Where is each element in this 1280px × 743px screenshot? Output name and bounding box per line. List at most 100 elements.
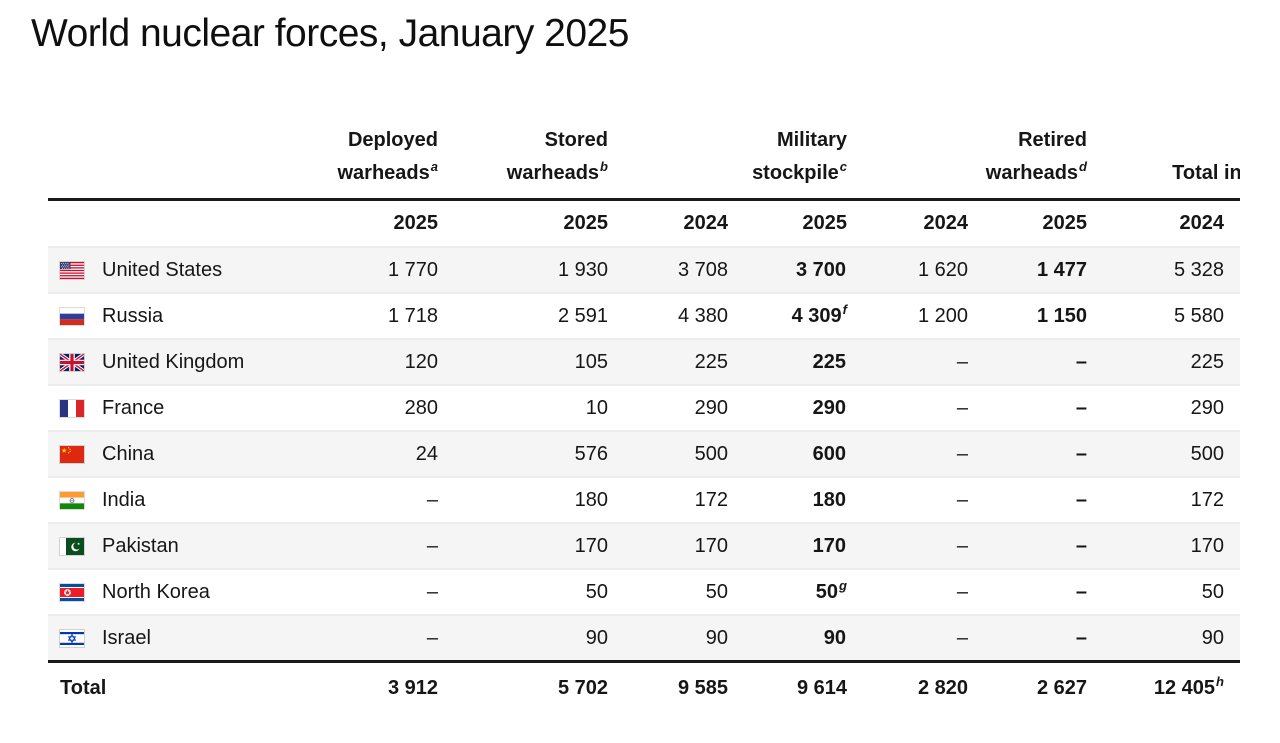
cell-retired-2025: – bbox=[968, 476, 1087, 523]
cell-retired-2025: – bbox=[968, 384, 1087, 431]
country-cell: France bbox=[48, 384, 280, 431]
footnote-marker: a bbox=[430, 159, 438, 175]
year-header: 2025 bbox=[393, 212, 439, 234]
cell-deployed-2025: – bbox=[280, 568, 438, 615]
cell-deployed-2025: 1 770 bbox=[280, 246, 438, 293]
cell-stockpile-2025: 600 bbox=[728, 430, 847, 477]
cell-stockpile-2025: 170 bbox=[728, 522, 847, 569]
total-inventory-2024: 12 405h bbox=[1087, 660, 1224, 713]
cell-stored-2025: 50 bbox=[438, 568, 608, 615]
country-cell: United Kingdom bbox=[48, 338, 280, 385]
cell-retired-2024: 1 620 bbox=[847, 246, 968, 293]
table-row-france: France 280 10 290 290 – – 290 bbox=[48, 384, 1240, 431]
year-header: 2025 bbox=[563, 212, 609, 234]
total-deployed-2025: 3 912 bbox=[280, 660, 438, 713]
united-states-flag-icon bbox=[60, 261, 84, 279]
cell-total-2024: 225 bbox=[1087, 338, 1224, 385]
country-cell: United States bbox=[48, 246, 280, 293]
pakistan-flag-icon bbox=[60, 537, 84, 555]
north-korea-flag-icon bbox=[60, 583, 84, 601]
nuclear-forces-table: Deployed warheadsa Stored warheadsb Milita… bbox=[48, 102, 1240, 713]
cell-retired-2024: – bbox=[847, 614, 968, 662]
india-flag-icon bbox=[60, 491, 84, 509]
cell-retired-2025: – bbox=[968, 522, 1087, 569]
cell-deployed-2025: – bbox=[280, 522, 438, 569]
cell-stockpile-2025: 50g bbox=[728, 568, 847, 615]
year-header-row: 2025 2025 2024 2025 2024 2025 2024 bbox=[48, 200, 1240, 248]
column-header-retired-warheads: Retired warheadsd bbox=[847, 102, 1087, 201]
cell-total-2024: 90 bbox=[1087, 614, 1224, 662]
cell-stockpile-2024: 225 bbox=[608, 338, 728, 385]
cell-stockpile-2024: 172 bbox=[608, 476, 728, 523]
page-title: World nuclear forces, January 2025 bbox=[31, 12, 629, 55]
cell-stockpile-2025: 4 309f bbox=[728, 292, 847, 339]
cell-retired-2025: – bbox=[968, 614, 1087, 662]
cell-retired-2024: – bbox=[847, 384, 968, 431]
total-stockpile-2025: 9 614 bbox=[728, 660, 847, 713]
year-header: 2025 bbox=[1042, 212, 1088, 234]
cell-total-2024: 5 328 bbox=[1087, 246, 1224, 293]
cell-retired-2025: – bbox=[968, 338, 1087, 385]
cell-total-2025-clipped bbox=[1224, 522, 1240, 569]
cell-total-2024: 170 bbox=[1087, 522, 1224, 569]
cell-deployed-2025: 1 718 bbox=[280, 292, 438, 339]
cell-retired-2024: – bbox=[847, 476, 968, 523]
total-row: Total 3 912 5 702 9 585 9 614 2 820 2 62… bbox=[48, 660, 1240, 713]
country-cell: Pakistan bbox=[48, 522, 280, 569]
cell-deployed-2025: 120 bbox=[280, 338, 438, 385]
israel-flag-icon bbox=[60, 629, 84, 647]
table-row-pakistan: Pakistan – 170 170 170 – – 170 bbox=[48, 522, 1240, 569]
footnote-marker: b bbox=[600, 159, 608, 175]
cell-retired-2024: – bbox=[847, 568, 968, 615]
footnote-marker: f bbox=[842, 301, 847, 317]
cell-stored-2025: 90 bbox=[438, 614, 608, 662]
footnote-marker: g bbox=[839, 577, 847, 593]
cell-stockpile-2024: 4 380 bbox=[608, 292, 728, 339]
year-header-blank bbox=[48, 200, 280, 248]
cell-total-2024: 50 bbox=[1087, 568, 1224, 615]
cell-total-2025-clipped bbox=[1224, 246, 1240, 293]
country-name: France bbox=[102, 396, 165, 419]
cell-total-2024: 5 580 bbox=[1087, 292, 1224, 339]
cell-retired-2024: – bbox=[847, 338, 968, 385]
cell-stockpile-2025: 180 bbox=[728, 476, 847, 523]
table-row-north-korea: North Korea – 50 50 50g – – 50 bbox=[48, 568, 1240, 615]
country-name: India bbox=[102, 488, 146, 511]
cell-total-2025-clipped bbox=[1224, 476, 1240, 523]
table-row-israel: Israel – 90 90 90 – – 90 bbox=[48, 614, 1240, 662]
cell-stored-2025: 576 bbox=[438, 430, 608, 477]
table-row-russia: Russia 1 718 2 591 4 380 4 309f 1 200 1 … bbox=[48, 292, 1240, 339]
cell-retired-2025: 1 150 bbox=[968, 292, 1087, 339]
cell-retired-2025: – bbox=[968, 568, 1087, 615]
table-scroll-viewport[interactable]: Deployed warheadsa Stored warheadsb Milita… bbox=[48, 102, 1240, 713]
cell-stored-2025: 2 591 bbox=[438, 292, 608, 339]
cell-stored-2025: 105 bbox=[438, 338, 608, 385]
cell-total-2025-clipped bbox=[1224, 338, 1240, 385]
cell-total-2025-clipped bbox=[1224, 614, 1240, 662]
cell-retired-2024: 1 200 bbox=[847, 292, 968, 339]
column-header-military-stockpile: Military stockpilec bbox=[608, 102, 847, 201]
country-cell: India bbox=[48, 476, 280, 523]
footnote-marker: h bbox=[1216, 673, 1224, 689]
country-name: United Kingdom bbox=[102, 350, 245, 373]
cell-deployed-2025: – bbox=[280, 614, 438, 662]
united-kingdom-flag-icon bbox=[60, 353, 84, 371]
cell-stockpile-2025: 90 bbox=[728, 614, 847, 662]
column-header-deployed-warheads: Deployed warheadsa bbox=[280, 102, 438, 201]
france-flag-icon bbox=[60, 399, 84, 417]
cell-total-2024: 172 bbox=[1087, 476, 1224, 523]
russia-flag-icon bbox=[60, 307, 84, 325]
cell-total-2025-clipped bbox=[1224, 430, 1240, 477]
total-stockpile-2024: 9 585 bbox=[608, 660, 728, 713]
cell-stored-2025: 180 bbox=[438, 476, 608, 523]
cell-retired-2024: – bbox=[847, 522, 968, 569]
total-inventory-2025-clipped bbox=[1224, 660, 1240, 713]
country-name: North Korea bbox=[102, 580, 210, 603]
cell-stockpile-2024: 50 bbox=[608, 568, 728, 615]
year-header-clipped bbox=[1224, 200, 1240, 248]
country-name: China bbox=[102, 442, 155, 465]
cell-total-2025-clipped bbox=[1224, 292, 1240, 339]
year-header: 2024 bbox=[683, 212, 729, 234]
cell-stored-2025: 170 bbox=[438, 522, 608, 569]
country-cell: China bbox=[48, 430, 280, 477]
